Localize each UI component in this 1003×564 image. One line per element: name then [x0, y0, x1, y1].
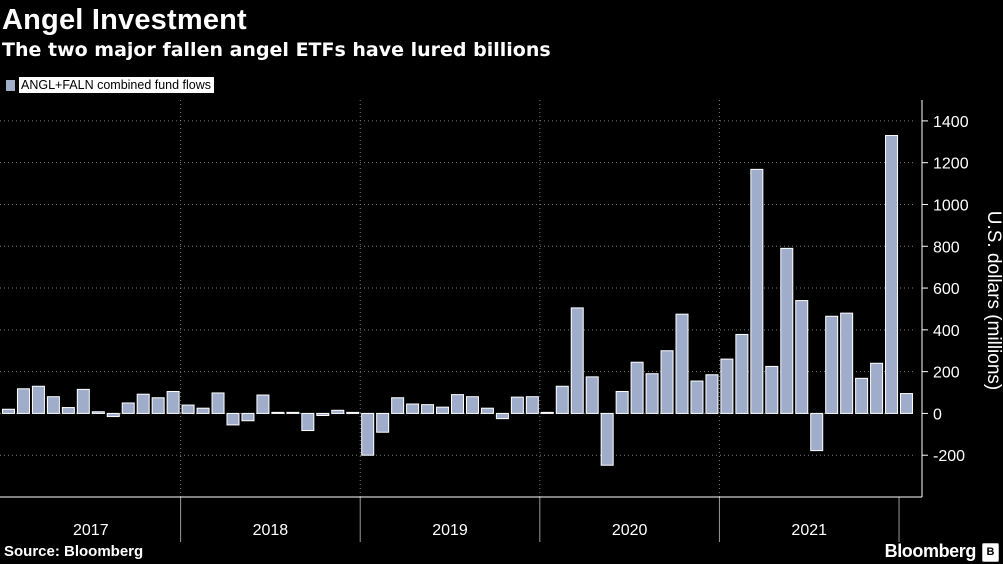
bar	[106, 412, 120, 418]
bar	[600, 412, 614, 466]
bar	[870, 362, 884, 414]
bar	[735, 333, 749, 414]
bar	[630, 361, 644, 414]
bar	[525, 396, 539, 414]
bar	[331, 409, 345, 414]
bar	[241, 412, 255, 422]
bar	[181, 404, 195, 414]
bar	[286, 411, 300, 414]
brand-logo-text: Bloomberg	[884, 541, 977, 561]
x-tick-label: 2017	[73, 522, 109, 539]
bar	[121, 402, 135, 414]
bar	[720, 358, 734, 414]
bar	[436, 406, 450, 414]
y-tick-label: 800	[933, 239, 960, 256]
bar	[900, 393, 914, 414]
bar	[346, 411, 360, 414]
x-tick-label: 2018	[253, 522, 289, 539]
legend: ANGL+FALN combined fund flows	[6, 77, 215, 93]
y-axis-label: U.S. dollars (millions)	[983, 211, 1003, 390]
bar	[495, 412, 509, 420]
bar	[765, 365, 779, 414]
x-tick-label: 2021	[791, 522, 827, 539]
bar	[660, 350, 674, 414]
y-tick-label: 200	[933, 365, 960, 382]
brand-logo-icon: B	[982, 543, 999, 562]
x-tick-label: 2019	[432, 522, 468, 539]
bar	[885, 135, 899, 414]
bar	[301, 412, 315, 432]
bar	[555, 385, 569, 414]
bar	[480, 407, 494, 414]
y-tick-label: 0	[933, 406, 942, 423]
bar	[316, 412, 330, 417]
gridlines	[0, 100, 915, 497]
bars	[1, 135, 914, 466]
bar	[750, 168, 764, 414]
bar	[91, 411, 105, 414]
bar	[810, 412, 824, 452]
bar	[1, 408, 15, 414]
bar	[31, 385, 45, 414]
bar	[196, 407, 210, 414]
legend-label: ANGL+FALN combined fund flows	[19, 77, 215, 93]
bar	[645, 373, 659, 414]
bar	[226, 412, 240, 426]
legend-swatch	[6, 79, 15, 91]
bar	[840, 312, 854, 414]
bar	[825, 315, 839, 414]
bar	[271, 411, 285, 414]
source-note: Source: Bloomberg	[4, 543, 144, 560]
bar	[211, 392, 225, 414]
bar	[780, 247, 794, 414]
bar	[675, 313, 689, 414]
bar	[705, 374, 719, 414]
bar	[585, 376, 599, 414]
bar	[540, 411, 554, 414]
x-tick-label: 2020	[612, 522, 648, 539]
bar	[451, 394, 464, 414]
bar	[166, 390, 180, 414]
bar	[136, 393, 150, 414]
bar	[76, 388, 90, 414]
bar	[510, 396, 524, 414]
axes: -200 0 200 400 600 800 1000 1200 1400 2017 2018 201…	[0, 100, 969, 542]
bar	[16, 388, 30, 414]
y-tick-label: -200	[933, 448, 965, 465]
chart-subtitle: The two major fallen angel ETFs have lur…	[2, 39, 551, 61]
bar	[391, 397, 405, 414]
bar	[615, 390, 629, 414]
bar	[421, 404, 435, 414]
y-tick-label: 600	[933, 281, 960, 298]
bar	[406, 403, 420, 414]
chart-title: Angel Investment	[2, 4, 247, 36]
bar	[795, 300, 809, 414]
y-tick-label: 400	[933, 323, 960, 340]
bar	[361, 412, 375, 456]
bar	[690, 380, 704, 414]
bar	[46, 396, 60, 414]
bar	[151, 397, 165, 414]
bar	[465, 396, 479, 414]
bar	[855, 377, 869, 414]
bar	[570, 307, 584, 414]
bar	[61, 407, 75, 414]
y-tick-label: 1400	[933, 114, 969, 131]
y-tick-label: 1200	[933, 156, 969, 173]
y-tick-label: 1000	[933, 197, 969, 214]
bar	[256, 394, 270, 414]
bar	[376, 412, 390, 433]
